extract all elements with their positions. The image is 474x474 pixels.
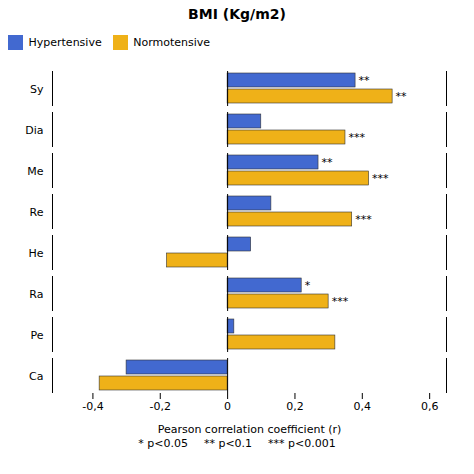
svg-text:0,2: 0,2 — [286, 400, 304, 413]
svg-text:Pearson correlation coefficien: Pearson correlation coefficient (r) — [158, 422, 342, 435]
svg-text:Sy: Sy — [30, 82, 44, 95]
html-text:*** p<0.001: *** p<0.001 — [268, 436, 336, 450]
svg-text:Ra: Ra — [29, 287, 43, 300]
svg-text:Pe: Pe — [30, 328, 43, 341]
svg-text:Dia: Dia — [25, 123, 43, 136]
html-text:Normotensive: Normotensive — [133, 36, 210, 49]
svg-text:**: ** — [396, 90, 408, 103]
svg-text:**: ** — [359, 74, 371, 87]
svg-text:He: He — [28, 246, 43, 259]
svg-text:**: ** — [322, 156, 334, 169]
html-text:Hypertensive: Hypertensive — [28, 36, 102, 49]
html-text:BMI (Kg/m2): BMI (Kg/m2) — [188, 6, 286, 22]
svg-text:0: 0 — [224, 400, 231, 413]
svg-text:***: *** — [348, 131, 365, 144]
html-text:** p<0.1: ** p<0.1 — [203, 436, 253, 450]
svg-text:-0,4: -0,4 — [82, 400, 103, 413]
svg-text:***: *** — [355, 213, 372, 226]
svg-text:0,6: 0,6 — [421, 400, 439, 413]
svg-text:Re: Re — [30, 205, 44, 218]
svg-text:Me: Me — [27, 164, 43, 177]
svg-text:*: * — [305, 279, 311, 292]
svg-text:***: *** — [332, 295, 349, 308]
svg-text:Ca: Ca — [29, 369, 43, 382]
svg-text:***: *** — [372, 172, 389, 185]
svg-text:-0,2: -0,2 — [150, 400, 171, 413]
html-text:* p<0.05: * p<0.05 — [138, 436, 188, 450]
svg-text:0,4: 0,4 — [354, 400, 372, 413]
